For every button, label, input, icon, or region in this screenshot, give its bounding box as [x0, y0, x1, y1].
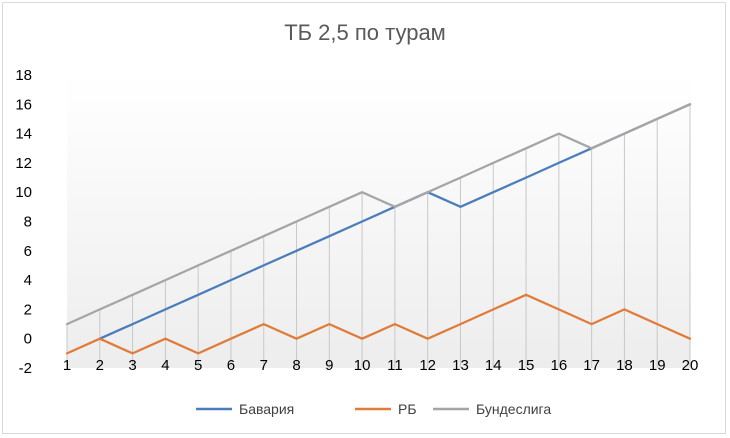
- y-tick-label: 8: [24, 214, 32, 231]
- y-tick-label: -2: [19, 360, 32, 377]
- y-tick-label: 4: [24, 272, 32, 289]
- x-tick-label: 17: [583, 357, 600, 374]
- x-tick-label: 6: [227, 357, 235, 374]
- legend-label: Бавария: [239, 401, 294, 417]
- x-tick-label: 8: [292, 357, 300, 374]
- y-tick-label: 12: [15, 155, 32, 172]
- x-tick-label: 3: [128, 357, 136, 374]
- y-tick-label: 16: [15, 96, 32, 113]
- x-tick-label: 10: [354, 357, 371, 374]
- series-line: [65, 293, 692, 355]
- legend: Бавария РБ Бундеслига: [196, 401, 551, 417]
- y-tick-label: 6: [24, 243, 32, 260]
- x-tick-label: 9: [325, 357, 333, 374]
- x-tick-label: 18: [616, 357, 633, 374]
- x-tick-label: 20: [682, 357, 699, 374]
- x-tick-label: 15: [518, 357, 535, 374]
- x-tick-label: 7: [260, 357, 268, 374]
- y-tick-label: 10: [15, 184, 32, 201]
- x-tick-label: 14: [485, 357, 502, 374]
- x-tick-label: 2: [96, 357, 104, 374]
- x-tick-label: 11: [387, 357, 403, 374]
- y-axis-ticks: 18 16 14 12 10 8 6 4 2 0 -2: [15, 67, 32, 377]
- x-tick-label: 19: [649, 357, 666, 374]
- y-tick-label: 0: [24, 331, 32, 348]
- x-tick-label: 1: [63, 357, 71, 374]
- y-tick-label: 18: [15, 67, 32, 84]
- chart-title: ТБ 2,5 по турам: [284, 20, 446, 45]
- x-tick-label: 12: [419, 357, 436, 374]
- y-tick-label: 2: [24, 301, 32, 318]
- x-axis-ticks: 1 2 3 4 5 6 7 8 9 10 11 12 13 14 15 16 17 18 19 20: [63, 357, 699, 374]
- drop-lines: [66, 104, 691, 368]
- series-lines: [65, 103, 692, 355]
- x-tick-label: 16: [550, 357, 567, 374]
- x-tick-label: 4: [161, 357, 169, 374]
- series-line: [65, 103, 692, 326]
- plot-area: [67, 75, 690, 368]
- legend-label: РБ: [398, 401, 417, 417]
- y-tick-label: 14: [15, 126, 32, 143]
- x-tick-label: 13: [452, 357, 469, 374]
- legend-label: Бундеслига: [476, 401, 551, 417]
- x-tick-label: 5: [194, 357, 202, 374]
